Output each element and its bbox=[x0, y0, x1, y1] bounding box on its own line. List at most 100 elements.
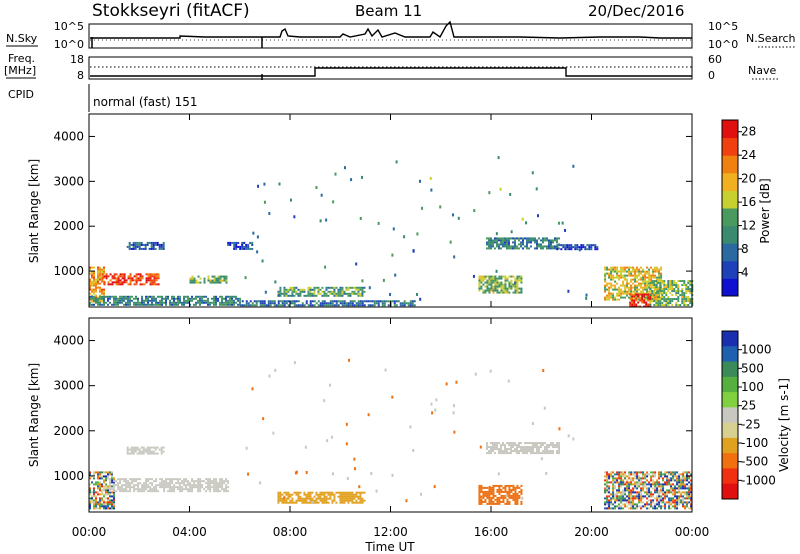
data-cell bbox=[287, 495, 290, 498]
data-cell bbox=[95, 282, 97, 285]
data-cell bbox=[496, 291, 499, 294]
data-cell bbox=[622, 473, 625, 476]
data-cell bbox=[97, 491, 99, 494]
data-cell bbox=[656, 489, 659, 492]
data-cell bbox=[303, 288, 306, 291]
data-cell bbox=[626, 501, 629, 504]
data-cell bbox=[305, 493, 308, 496]
data-cell bbox=[89, 284, 91, 287]
data-cell bbox=[319, 497, 322, 500]
data-cell bbox=[681, 290, 684, 293]
data-cell bbox=[281, 501, 284, 504]
data-cell bbox=[225, 281, 228, 284]
data-cell bbox=[596, 246, 599, 249]
data-cell bbox=[484, 500, 487, 503]
data-cell bbox=[683, 296, 686, 299]
data-cell bbox=[604, 483, 607, 486]
data-cell bbox=[127, 297, 129, 300]
data-cell bbox=[678, 497, 681, 500]
data-cell bbox=[209, 480, 212, 483]
data-cell bbox=[485, 243, 488, 246]
data-cell bbox=[604, 489, 607, 492]
data-cell bbox=[109, 301, 111, 304]
data-cell bbox=[113, 501, 115, 504]
data-cell bbox=[303, 304, 306, 307]
data-cell bbox=[103, 471, 105, 474]
data-cell bbox=[299, 288, 302, 291]
data-cell bbox=[155, 275, 158, 278]
data-cell bbox=[665, 288, 668, 291]
data-cell bbox=[500, 281, 503, 284]
data-cell bbox=[497, 239, 500, 242]
data-cell bbox=[117, 277, 120, 280]
data-cell bbox=[371, 304, 374, 307]
data-cell bbox=[660, 272, 663, 275]
data-cell bbox=[644, 485, 647, 488]
data-cell bbox=[497, 442, 500, 445]
data-cell bbox=[293, 215, 296, 219]
data-cell bbox=[662, 493, 665, 496]
data-cell bbox=[117, 297, 119, 300]
data-cell bbox=[325, 491, 328, 494]
data-cell bbox=[509, 192, 512, 196]
data-cell bbox=[648, 483, 651, 486]
data-cell bbox=[99, 499, 101, 502]
data-cell bbox=[628, 272, 631, 275]
data-cell bbox=[660, 499, 663, 502]
x-tick-label: 00:00 bbox=[675, 525, 710, 539]
data-cell bbox=[256, 250, 259, 254]
data-cell bbox=[277, 497, 280, 500]
data-cell bbox=[668, 481, 671, 484]
data-cell bbox=[157, 273, 160, 276]
data-cell bbox=[514, 289, 517, 292]
data-cell bbox=[113, 297, 115, 300]
data-cell bbox=[634, 268, 637, 271]
data-cell bbox=[105, 477, 107, 480]
data-cell bbox=[517, 239, 520, 242]
data-cell bbox=[488, 490, 491, 493]
data-cell bbox=[153, 486, 156, 489]
data-cell bbox=[535, 187, 538, 191]
data-cell bbox=[357, 497, 360, 500]
data-cell bbox=[624, 296, 627, 299]
data-cell bbox=[502, 283, 505, 286]
data-cell bbox=[149, 273, 152, 276]
data-cell bbox=[331, 499, 334, 502]
data-cell bbox=[137, 486, 140, 489]
data-cell bbox=[333, 286, 336, 289]
data-cell bbox=[660, 501, 663, 504]
data-cell bbox=[223, 480, 226, 483]
data-cell bbox=[93, 276, 95, 279]
data-cell bbox=[669, 282, 672, 285]
data-cell bbox=[682, 471, 685, 474]
data-cell bbox=[349, 495, 352, 498]
data-cell bbox=[649, 295, 652, 298]
data-cell bbox=[281, 499, 284, 502]
data-cell bbox=[103, 505, 105, 508]
data-cell bbox=[128, 452, 131, 455]
data-cell bbox=[626, 274, 629, 277]
data-cell bbox=[171, 480, 174, 483]
data-cell bbox=[150, 452, 153, 455]
data-cell bbox=[295, 499, 298, 502]
data-cell bbox=[309, 302, 312, 305]
data-cell bbox=[654, 276, 657, 279]
data-cell bbox=[217, 490, 220, 493]
data-cell bbox=[135, 301, 137, 304]
data-cell bbox=[606, 475, 609, 478]
data-cell bbox=[648, 286, 651, 289]
power-colorbar-swatch bbox=[722, 208, 738, 227]
data-cell bbox=[161, 484, 164, 487]
data-cell bbox=[309, 495, 312, 498]
data-cell bbox=[533, 452, 536, 455]
data-cell bbox=[123, 279, 126, 282]
data-cell bbox=[343, 300, 346, 303]
data-cell bbox=[482, 283, 485, 286]
data-cell bbox=[128, 241, 131, 244]
data-cell bbox=[137, 273, 140, 276]
data-cell bbox=[287, 288, 290, 291]
power-colorbar-swatch bbox=[722, 172, 738, 191]
data-cell bbox=[317, 304, 320, 307]
data-cell bbox=[91, 274, 93, 277]
data-cell bbox=[105, 501, 107, 504]
